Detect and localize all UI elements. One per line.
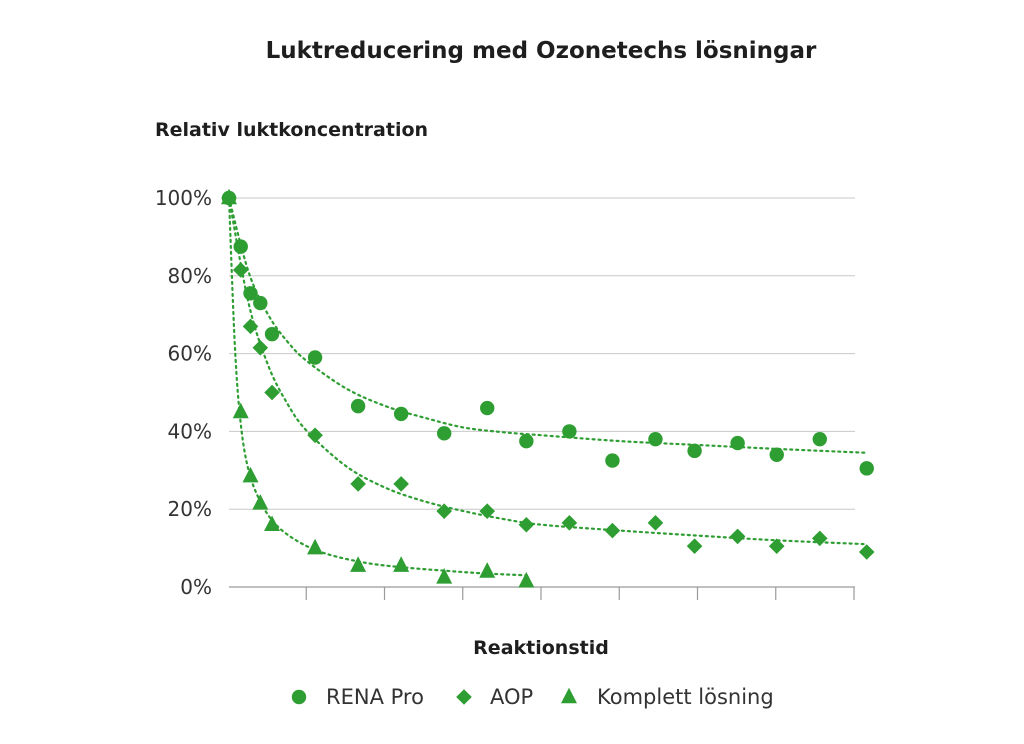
data-point-circle [436,426,452,441]
legend-item: RENA Pro [291,685,424,709]
trend-lines [227,196,868,577]
data-point-circle [648,431,663,447]
data-point-diamond [604,522,621,539]
chart-title: Luktreducering med Ozonetechs lösningar [266,38,817,64]
y-tick-label: 100% [155,186,212,210]
data-point-diamond [393,476,409,492]
data-point-triangle [264,515,281,532]
data-point-diamond [252,339,269,356]
data-point-diamond [242,318,259,335]
data-point-diamond [768,538,785,554]
data-point-triangle [479,562,496,578]
y-axis-label: Relativ luktkoncentration [155,119,428,141]
data-point-triangle [232,402,249,419]
data-point-triangle [350,556,367,572]
data-point-triangle [221,188,237,205]
data-point-triangle [307,538,324,555]
data-point-circle [480,400,495,416]
trend-line-diamond [227,196,868,546]
y-tick-label: 80% [168,264,212,288]
data-point-circle [812,431,827,447]
data-point-circle [730,435,745,451]
data-point-diamond [686,538,703,554]
data-point-diamond [647,515,664,531]
legend-marker-diamond [456,689,472,705]
x-axis-label: Reaktionstid [473,637,609,659]
data-point-diamond [232,262,249,278]
y-tick-label: 20% [168,497,212,521]
data-point-circle [859,461,874,476]
data-point-circle [264,326,280,342]
data-point-triangle [252,494,269,510]
data-point-diamond [811,530,828,547]
legend-item: AOP [456,685,533,709]
data-point-diamond [436,503,452,519]
data-point-diamond [561,515,578,531]
data-point-circle [307,350,323,365]
data-point-circle [233,239,248,254]
x-axis-ticks [305,587,855,600]
data-point-diamond [479,503,496,519]
data-point-diamond [729,528,746,545]
data-point-circle [519,433,534,449]
data-point-circle [253,295,268,311]
data-point-diamond [518,516,535,533]
data-points [221,188,875,588]
legend-label: RENA Pro [326,685,424,709]
data-point-triangle [518,571,535,588]
legend-label: Komplett lösning [597,685,774,709]
grid [229,197,855,588]
data-point-diamond [350,476,366,492]
y-tick-label: 40% [168,419,212,443]
legend-marker-circle [291,689,307,705]
data-point-triangle [393,556,410,572]
data-point-circle [350,398,366,414]
data-point-circle [769,447,784,462]
data-point-circle [562,424,577,439]
y-tick-label: 0% [180,575,212,599]
data-point-diamond [307,427,323,444]
legend-marker-triangle [561,687,577,704]
legend: RENA Pro AOP Komplett lösning [291,685,774,709]
y-axis-ticks: 0% 20% 40% 60% 80% 100% [155,186,212,599]
data-point-diamond [858,544,875,560]
data-point-triangle [242,466,259,483]
legend-item: Komplett lösning [561,685,774,709]
legend-label: AOP [490,685,533,709]
data-point-diamond [264,384,280,401]
data-point-circle [687,443,702,459]
trend-line-circle [227,196,868,454]
y-tick-label: 60% [168,342,212,366]
data-point-circle [243,286,258,301]
data-point-circle [393,406,409,422]
data-point-circle [605,453,620,468]
data-point-triangle [436,567,453,584]
